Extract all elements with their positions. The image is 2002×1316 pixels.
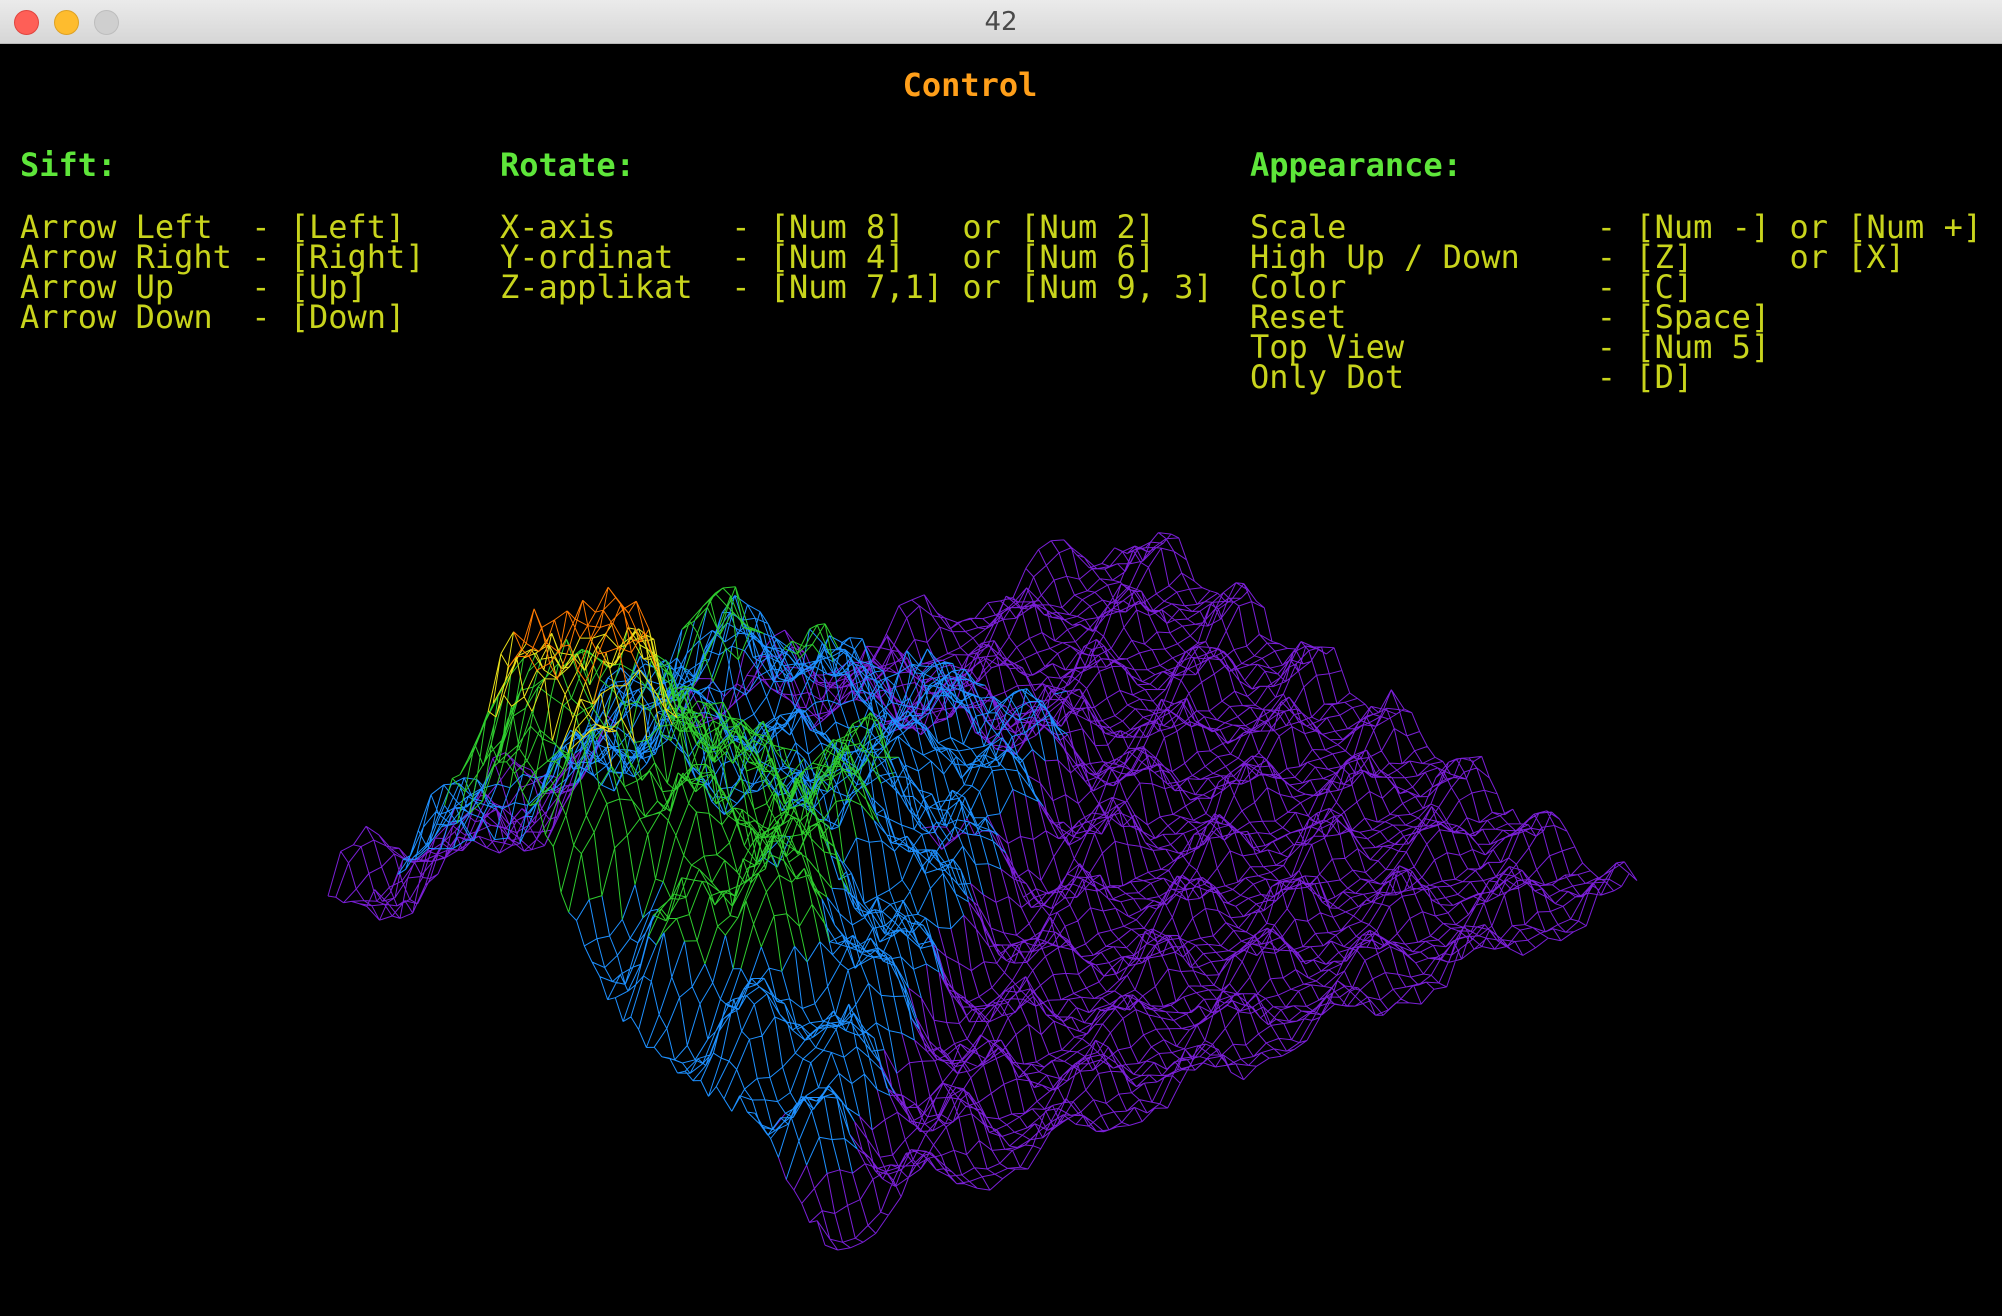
- control-help-overlay: Control Sift: Arrow Left - [Left] Arrow …: [0, 44, 2002, 1316]
- title-bar[interactable]: 42: [0, 0, 2002, 44]
- close-button[interactable]: [14, 10, 39, 35]
- window-title: 42: [984, 7, 1018, 37]
- wireframe-terrain-mesh[interactable]: [0, 44, 2002, 1316]
- appearance-row: High Up / Down - [Z] or [X]: [1250, 238, 1906, 276]
- mesh-lines: [444, 586, 899, 972]
- control-title: Control: [902, 66, 1038, 104]
- rotate-row: Y-ordinat - [Num 4] or [Num 6]: [500, 238, 1156, 276]
- rotate-header: Rotate:: [500, 146, 635, 184]
- rotate-row: X-axis - [Num 8] or [Num 2]: [500, 208, 1156, 246]
- sift-header: Sift:: [20, 146, 117, 184]
- sift-row: Arrow Left - [Left]: [20, 208, 406, 246]
- sift-row: Arrow Down - [Down]: [20, 298, 406, 336]
- render-canvas-area[interactable]: Control Sift: Arrow Left - [Left] Arrow …: [0, 44, 2002, 1316]
- zoom-button[interactable]: [94, 10, 119, 35]
- appearance-header: Appearance:: [1250, 146, 1462, 184]
- rotate-row: Z-applikat - [Num 7,1] or [Num 9, 3]: [500, 268, 1213, 306]
- sift-row: Arrow Right - [Right]: [20, 238, 425, 276]
- appearance-row: Color - [C]: [1250, 268, 1694, 306]
- sift-section: Sift: Arrow Left - [Left] Arrow Right - …: [20, 146, 425, 336]
- sift-row: Arrow Up - [Up]: [20, 268, 367, 306]
- rotate-section: Rotate: X-axis - [Num 8] or [Num 2] Y-or…: [500, 146, 1213, 306]
- minimize-button[interactable]: [54, 10, 79, 35]
- appearance-row: Only Dot - [D]: [1250, 358, 1694, 396]
- appearance-row: Top View - [Num 5]: [1250, 328, 1771, 366]
- appearance-row: Reset - [Space]: [1250, 298, 1771, 336]
- appearance-section: Appearance: Scale - [Num -] or [Num +] H…: [1250, 146, 1983, 396]
- mesh-lines: [508, 586, 658, 705]
- appearance-row: Scale - [Num -] or [Num +]: [1250, 208, 1983, 246]
